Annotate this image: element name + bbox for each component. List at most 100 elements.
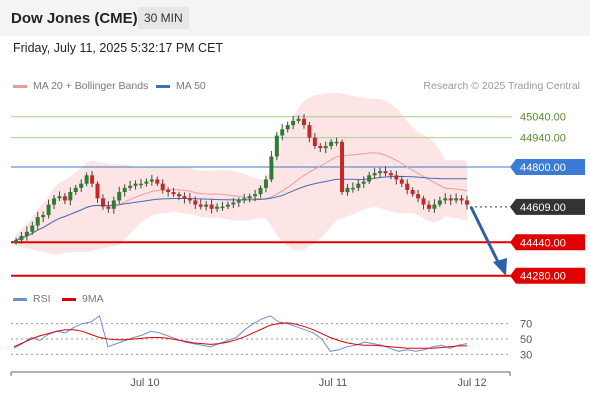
ma50-line	[15, 175, 467, 241]
candle-body	[340, 141, 345, 193]
candle-body	[383, 171, 388, 174]
candle-body	[220, 206, 225, 209]
candle-body	[24, 231, 29, 236]
candle-body	[225, 204, 230, 207]
level-tag-support	[510, 267, 585, 284]
candle-body	[166, 189, 171, 193]
candle-body	[443, 198, 448, 201]
candle-body	[454, 198, 459, 201]
rsi-line	[13, 315, 468, 352]
candle-body	[361, 181, 366, 184]
rsi-tick-label: 30	[520, 349, 532, 361]
candle-body	[459, 198, 464, 201]
candle-body	[187, 198, 192, 201]
legend-ma50-label: MA 50	[176, 80, 206, 92]
level-label-resistance: 45040.00	[520, 112, 566, 124]
candle-body	[247, 196, 252, 199]
legend-rsi-ma-label: 9MA	[82, 293, 104, 305]
candle-body	[421, 198, 426, 205]
candle-body	[291, 120, 296, 126]
level-label-resistance: 44940.00	[520, 133, 566, 145]
level-label-support: 44440.00	[520, 237, 566, 249]
candle-body	[312, 137, 317, 147]
candle-body	[263, 179, 268, 188]
candle-body	[432, 204, 437, 209]
legend-ma20-label: MA 20 + Bollinger Bands	[33, 80, 149, 92]
candle-body	[68, 192, 73, 201]
legend-rsi-label: RSI	[33, 293, 51, 305]
chart-header: Dow Jones (CME) 30 MIN	[0, 0, 590, 36]
candle-body	[182, 196, 187, 199]
level-tag-pivot	[510, 158, 585, 175]
candle-body	[84, 175, 89, 184]
candle-body	[149, 179, 154, 182]
candle-body	[323, 146, 328, 149]
level-tag-support	[510, 234, 585, 251]
candle-body	[437, 200, 442, 205]
candle-body	[62, 196, 67, 201]
candle-body	[426, 204, 431, 209]
candle-body	[111, 200, 116, 209]
candle-body	[356, 183, 361, 188]
x-tick-label: Jul 12	[457, 377, 486, 389]
candle-body	[57, 196, 62, 199]
candle-body	[73, 187, 78, 193]
candle-body	[280, 129, 285, 136]
rsi-swatch	[13, 297, 27, 301]
candle-body	[155, 179, 160, 184]
candle-body	[345, 187, 350, 193]
candle-body	[236, 200, 241, 203]
candle-body	[41, 215, 46, 218]
candle-body	[416, 194, 421, 199]
candles-group	[14, 114, 469, 245]
candle-body	[394, 175, 399, 180]
candle-body	[138, 183, 143, 186]
legend-rsi-ma: 9MA	[62, 293, 104, 305]
candle-body	[95, 183, 100, 199]
legend-rsi: RSI	[13, 293, 51, 305]
candle-body	[52, 198, 57, 205]
candle-body	[35, 217, 40, 226]
candle-body	[171, 192, 176, 195]
candle-body	[198, 204, 203, 207]
candle-body	[269, 156, 274, 180]
candle-body	[388, 173, 393, 176]
forecast-arrow-head	[493, 258, 507, 276]
instrument-title: Dow Jones (CME)	[11, 10, 138, 27]
timeframe-button[interactable]: 30 MIN	[138, 7, 189, 29]
candle-body	[160, 183, 165, 190]
candle-body	[465, 200, 469, 205]
candle-body	[318, 146, 323, 149]
candle-body	[258, 187, 263, 195]
candle-body	[372, 173, 377, 176]
candle-body	[253, 194, 258, 197]
level-label-current: 44609.00	[520, 202, 566, 214]
rsi-ma-line	[13, 322, 467, 349]
legend-ma20: MA 20 + Bollinger Bands	[13, 80, 148, 92]
candle-body	[399, 179, 404, 184]
candle-body	[378, 171, 383, 174]
timestamp-label: Friday, July 11, 2025 5:32:17 PM CET	[13, 41, 224, 55]
candle-body	[350, 187, 355, 190]
candle-body	[133, 183, 138, 186]
rsi-ma-swatch	[62, 297, 76, 301]
candle-body	[90, 175, 95, 184]
candle-body	[209, 204, 214, 209]
candle-body	[307, 125, 312, 138]
ma20-swatch	[13, 84, 27, 88]
candle-body	[128, 185, 133, 188]
x-tick-label: Jul 10	[130, 377, 159, 389]
candle-body	[122, 187, 127, 193]
candle-body	[301, 118, 306, 126]
candle-body	[117, 192, 122, 201]
candle-body	[285, 125, 290, 130]
candle-body	[215, 206, 220, 209]
candle-body	[204, 204, 209, 207]
candle-body	[405, 183, 410, 190]
candle-body	[106, 206, 111, 209]
candle-body	[329, 141, 334, 147]
candle-body	[14, 240, 18, 243]
candle-body	[46, 204, 51, 216]
candle-body	[410, 189, 415, 195]
